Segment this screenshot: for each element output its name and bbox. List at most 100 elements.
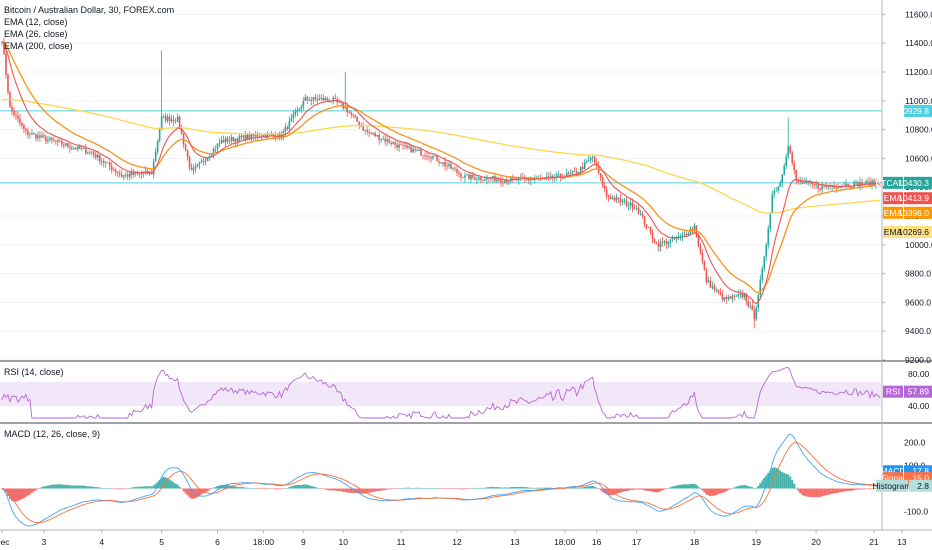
histogram-bar [36, 488, 39, 490]
legend-ema-12[interactable]: EMA (12, close) [4, 17, 68, 27]
candle [238, 133, 241, 143]
candle [797, 177, 799, 185]
histogram-bar [639, 488, 642, 490]
candle [432, 154, 434, 161]
rsi-pane[interactable] [0, 367, 882, 420]
ema-26-line [1, 41, 880, 293]
histogram-bar [615, 488, 618, 494]
histogram-bar [653, 488, 656, 493]
histogram-bar [286, 487, 289, 489]
candle [69, 143, 71, 153]
histogram-bar [118, 488, 121, 490]
histogram-bar [266, 488, 269, 490]
candle [609, 193, 612, 200]
histogram-bar [120, 488, 123, 490]
candle [25, 127, 27, 135]
candle [328, 98, 331, 104]
ema-12-line [1, 41, 881, 305]
histogram-bar [234, 486, 237, 489]
candle [340, 101, 343, 106]
candle [224, 136, 227, 146]
candle [370, 132, 372, 135]
macd-title: MACD (12, 26, close, 9) [4, 429, 100, 439]
candle [31, 129, 33, 135]
histogram-bar [278, 488, 281, 490]
histogram-bar [547, 487, 550, 489]
candle [502, 177, 504, 187]
histogram-bar [58, 484, 61, 489]
histogram-bar [22, 488, 25, 498]
candle [416, 148, 418, 152]
histogram-bar [290, 486, 293, 489]
candle [865, 179, 867, 185]
candle [751, 300, 754, 311]
histogram-bar [52, 484, 55, 489]
histogram-bar [196, 488, 199, 498]
candle [75, 147, 77, 150]
histogram-bar [390, 488, 393, 490]
candle [318, 94, 321, 101]
histogram-bar [873, 488, 876, 490]
candle [136, 170, 139, 176]
svg-text:10430.3: 10430.3 [898, 178, 929, 188]
candle [198, 161, 201, 170]
histogram-bar [340, 488, 343, 492]
candle [49, 136, 51, 143]
candle [777, 186, 780, 194]
svg-text:EMA: EMA [884, 208, 903, 218]
histogram-bar [791, 479, 794, 489]
candle [667, 240, 670, 249]
candle [39, 131, 41, 142]
candle [456, 166, 458, 176]
histogram-bar [477, 487, 480, 489]
histogram-bar [320, 488, 323, 490]
price-pane[interactable] [0, 37, 882, 329]
candle [15, 110, 17, 120]
candle [434, 155, 436, 157]
histogram-bar [785, 473, 788, 489]
histogram-bar [248, 488, 251, 489]
candle [316, 94, 319, 105]
histogram-bar [473, 488, 476, 489]
histogram-bar [459, 488, 462, 490]
histogram-bar [428, 488, 431, 489]
histogram-bar [445, 488, 448, 490]
candle [438, 158, 440, 167]
histogram-bar [264, 488, 267, 490]
histogram-bar [430, 488, 433, 490]
macd-pane[interactable] [1, 433, 881, 527]
histogram-bar [146, 486, 149, 489]
candle [663, 239, 666, 247]
price-tick-label: 10000.0 [905, 240, 932, 250]
time-tick-label: 19 [752, 537, 762, 547]
candle [725, 294, 728, 304]
svg-text:Histogram: Histogram [873, 481, 912, 491]
time-tick-label: 3 [42, 537, 47, 547]
time-axis[interactable]: Dec 3 4 5 6 18:00 9 10 11 12 13 18:00 16 17 18 19 20 21 13 [0, 530, 907, 547]
histogram-bar [244, 487, 247, 489]
histogram-bar [370, 488, 373, 493]
candle [164, 112, 167, 124]
candle [721, 289, 724, 303]
histogram-bar [374, 488, 377, 492]
candle [599, 173, 602, 182]
candle [222, 135, 225, 144]
candle [442, 161, 444, 168]
candle [178, 115, 181, 129]
histogram-bar [104, 488, 107, 489]
candle [675, 235, 678, 243]
candle [659, 239, 662, 252]
histogram-bar [667, 488, 670, 489]
candle [172, 115, 175, 127]
histogram-bar [424, 488, 427, 489]
histogram-bar [420, 488, 423, 489]
histogram-bar [412, 487, 415, 489]
candle [715, 287, 718, 293]
price-tick-label: 9800.0 [905, 269, 931, 279]
candle [873, 178, 875, 186]
legend-ema-26[interactable]: EMA (26, close) [4, 29, 68, 39]
candle [312, 97, 315, 105]
candle [73, 146, 75, 151]
legend-ema-200[interactable]: EMA (200, close) [4, 41, 73, 51]
